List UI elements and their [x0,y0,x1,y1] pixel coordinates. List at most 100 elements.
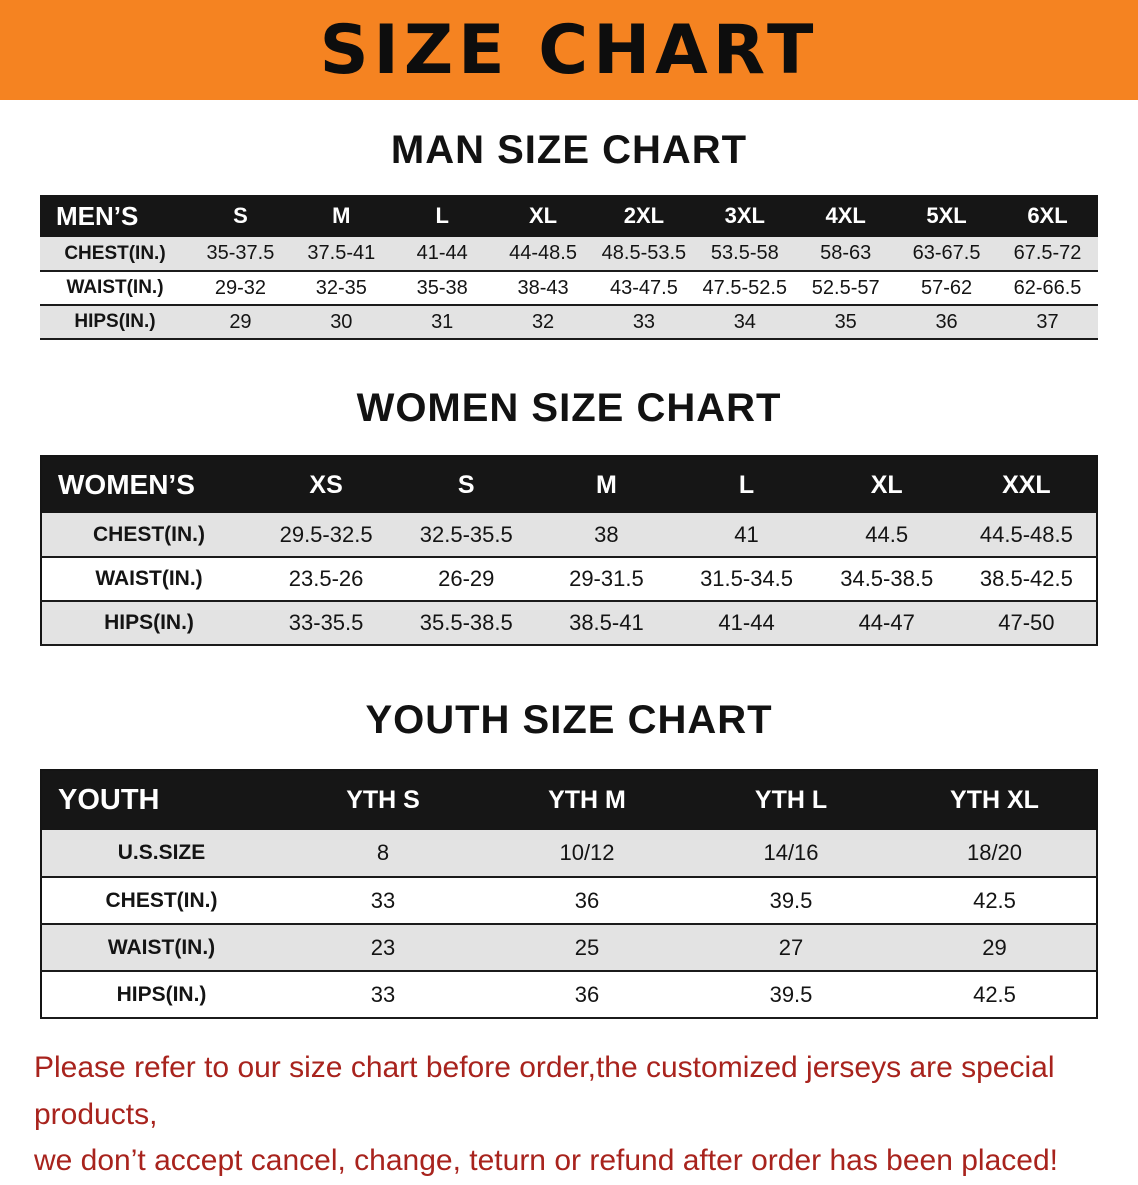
size-cell: 43-47.5 [610,276,678,299]
disclaimer-text: Please refer to our size chart before or… [0,1045,1138,1185]
column-header: XL [492,195,594,237]
row-label: HIPS(IN.) [104,611,194,634]
size-cell: 42.5 [973,887,1016,913]
row-label: U.S.SIZE [117,841,206,864]
size-cell: 53.5-58 [710,242,779,264]
size-cell: 37.5-41 [307,242,376,264]
size-cell: 33 [370,887,396,913]
size-cell: 32-35 [315,276,367,299]
size-cell: 67.5-72 [1013,242,1082,264]
disclaimer-line-1: Please refer to our size chart before or… [34,1051,1055,1131]
youth-section-heading: YOUTH SIZE CHART [365,698,773,742]
table-row: WAIST(IN.) 23.5-26 26-29 29-31.5 31.5-34… [41,557,1097,601]
size-cell: 48.5-53.5 [601,242,687,264]
table-row: HIPS(IN.) 29 30 31 32 33 34 35 36 37 [40,305,1098,339]
size-cell: 47-50 [998,610,1055,635]
size-cell: 47.5-52.5 [702,276,788,299]
row-label: WAIST(IN.) [107,935,216,959]
size-cell: 42.5 [973,981,1016,1007]
size-cell: 18/20 [966,840,1023,865]
row-label: WAIST(IN.) [66,277,164,298]
size-cell: 57-62 [920,276,973,299]
size-cell: 8 [376,840,390,865]
size-cell: 39.5 [769,887,813,913]
column-header: YTH XL [893,770,1097,830]
column-header: M [290,195,392,237]
size-cell: 29 [982,934,1007,960]
size-cell: 35-37.5 [206,242,275,264]
column-header: L [676,456,817,513]
size-cell: 25 [574,934,600,960]
column-header: S [396,456,537,513]
row-label: HIPS(IN.) [74,311,156,332]
size-cell: 29-31.5 [569,566,644,591]
column-header: YTH M [485,770,689,830]
size-cell: 29 [229,310,252,333]
column-header: 6XL [997,195,1098,237]
size-cell: 23.5-26 [288,566,364,591]
table-row: HIPS(IN.) 33 36 39.5 42.5 [41,971,1097,1018]
size-cell: 32.5-35.5 [419,521,513,547]
column-header: 5XL [896,195,997,237]
size-cell: 38.5-42.5 [979,566,1073,591]
size-cell: 35-38 [416,276,468,299]
column-header: YTH S [281,770,485,830]
size-cell: 32 [531,310,555,333]
column-header: XXL [956,456,1097,513]
size-cell: 33 [632,310,656,333]
size-cell: 36 [574,981,600,1007]
size-cell: 52.5-57 [811,276,880,299]
size-cell: 36 [574,887,600,913]
size-cell: 31 [431,310,454,333]
size-cell: 44-47 [858,610,915,635]
size-cell: 30 [330,310,353,333]
column-header: S [190,195,291,237]
size-cell: 41 [734,521,759,547]
table-row: WAIST(IN.) 29-32 32-35 35-38 38-43 43-47… [40,271,1098,305]
size-cell: 44.5 [865,521,909,547]
size-cell: 35 [834,310,857,333]
disclaimer-line-2: we don’t accept cancel, change, teturn o… [34,1144,1058,1177]
size-chart-banner: SIZE CHART [0,0,1138,100]
size-cell: 41-44 [718,610,775,635]
size-cell: 62-66.5 [1013,276,1082,299]
size-cell: 38 [594,521,619,547]
size-cell: 29-32 [214,276,267,299]
size-cell: 33-35.5 [288,610,364,635]
size-cell: 34 [733,310,756,333]
size-cell: 37 [1036,310,1059,333]
column-header: 4XL [795,195,897,237]
column-header: XL [816,456,957,513]
size-cell: 26-29 [438,566,495,591]
women-header-row: WOMEN’S XS S M L XL XXL [41,456,1097,513]
row-label: HIPS(IN.) [116,982,207,1006]
size-cell: 36 [935,310,958,333]
men-size-table: MEN’S S M L XL 2XL 3XL 4XL 5XL 6XL CHEST… [40,195,1098,340]
size-cell: 14/16 [763,840,819,865]
women-section-heading: WOMEN SIZE CHART [356,386,782,430]
column-header: 2XL [593,195,695,237]
table-row: CHEST(IN.) 35-37.5 37.5-41 41-44 44-48.5… [40,237,1098,271]
size-cell: 27 [778,934,804,960]
table-row: WAIST(IN.) 23 25 27 29 [41,924,1097,971]
size-cell: 23 [370,934,396,960]
size-cell: 10/12 [559,840,615,865]
table-row: U.S.SIZE 8 10/12 14/16 18/20 [41,830,1097,877]
column-header: YTH L [689,770,893,830]
size-cell: 33 [370,981,396,1007]
row-label: CHEST(IN.) [64,242,166,264]
size-cell: 35.5-38.5 [419,610,513,635]
youth-corner-label: YOUTH [41,770,281,830]
size-cell: 41-44 [416,242,468,264]
table-row: HIPS(IN.) 33-35.5 35.5-38.5 38.5-41 41-4… [41,601,1097,645]
man-section-heading: MAN SIZE CHART [390,128,748,172]
size-cell: 44-48.5 [509,242,577,264]
men-corner-label: MEN’S [40,195,190,237]
size-cell: 31.5-34.5 [700,566,794,591]
size-cell: 44.5-48.5 [979,521,1073,547]
size-cell: 38.5-41 [569,610,644,635]
size-cell: 34.5-38.5 [840,566,934,591]
column-header: 3XL [694,195,796,237]
size-cell: 39.5 [769,981,813,1007]
women-size-table: WOMEN’S XS S M L XL XXL CHEST(IN.) 29.5-… [40,455,1098,646]
